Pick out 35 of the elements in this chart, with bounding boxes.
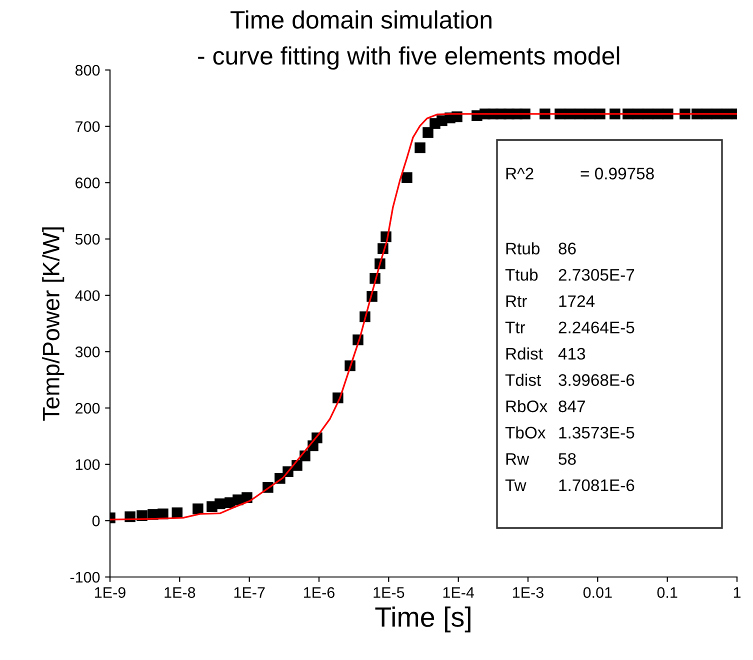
x-tick-label: 1E-5 bbox=[374, 587, 404, 598]
text: R^2 = 0.99758 bbox=[506, 168, 654, 180]
x-tick-label: 1E-8 bbox=[164, 587, 196, 598]
x-tick-label: 1E-6 bbox=[304, 587, 334, 598]
text: Tw 1.7081E-6 bbox=[505, 479, 634, 492]
y-tick-label: 700 bbox=[76, 121, 100, 132]
y-axis-title: Temp/Power [K/W] bbox=[42, 227, 64, 421]
annotation: TbOx 1.3573E-5 bbox=[505, 426, 634, 439]
y-tick-label: 400 bbox=[75, 290, 100, 302]
x-tick-label: 1E-7 bbox=[234, 587, 265, 598]
y-tick-label: 100 bbox=[76, 459, 100, 470]
annotation: RbOx 847 bbox=[506, 400, 585, 412]
x-tick-label: 1 bbox=[734, 587, 741, 598]
text: Rw 58 bbox=[506, 453, 576, 465]
text: Ttub 2.7305E-7 bbox=[505, 268, 634, 281]
x-tick-label: 1E-3 bbox=[513, 587, 544, 598]
x-tick-label: 1E-4 bbox=[443, 587, 474, 598]
chart-subtitle: - curve fitting with five elements model bbox=[198, 46, 620, 70]
y-tick-label: 600 bbox=[76, 178, 100, 188]
y-tick-label: 300 bbox=[75, 346, 100, 358]
x-tick-label: 0.01 bbox=[583, 587, 612, 598]
y-tick-label: 0 bbox=[92, 516, 100, 526]
chart-title: Time domain simulation bbox=[230, 10, 492, 29]
x-tick-label: 0.1 bbox=[657, 587, 678, 598]
y-tick-label: -100 bbox=[70, 572, 100, 583]
x-axis-title: Time [s] bbox=[375, 606, 470, 632]
annotation: Rtub 86 bbox=[506, 242, 576, 254]
y-tick-label: 800 bbox=[75, 64, 100, 76]
y-tick-label: 200 bbox=[76, 402, 100, 414]
annotation: Rdist 413 bbox=[506, 347, 586, 360]
x-tick-label: 1E-9 bbox=[95, 587, 126, 598]
text: Ttr 2.2464E-5 bbox=[505, 322, 634, 334]
text: Rtr 1724 bbox=[506, 295, 595, 308]
annotation: Tdist 3.9968E-6 bbox=[505, 374, 634, 386]
y-tick-label: 500 bbox=[75, 234, 100, 245]
